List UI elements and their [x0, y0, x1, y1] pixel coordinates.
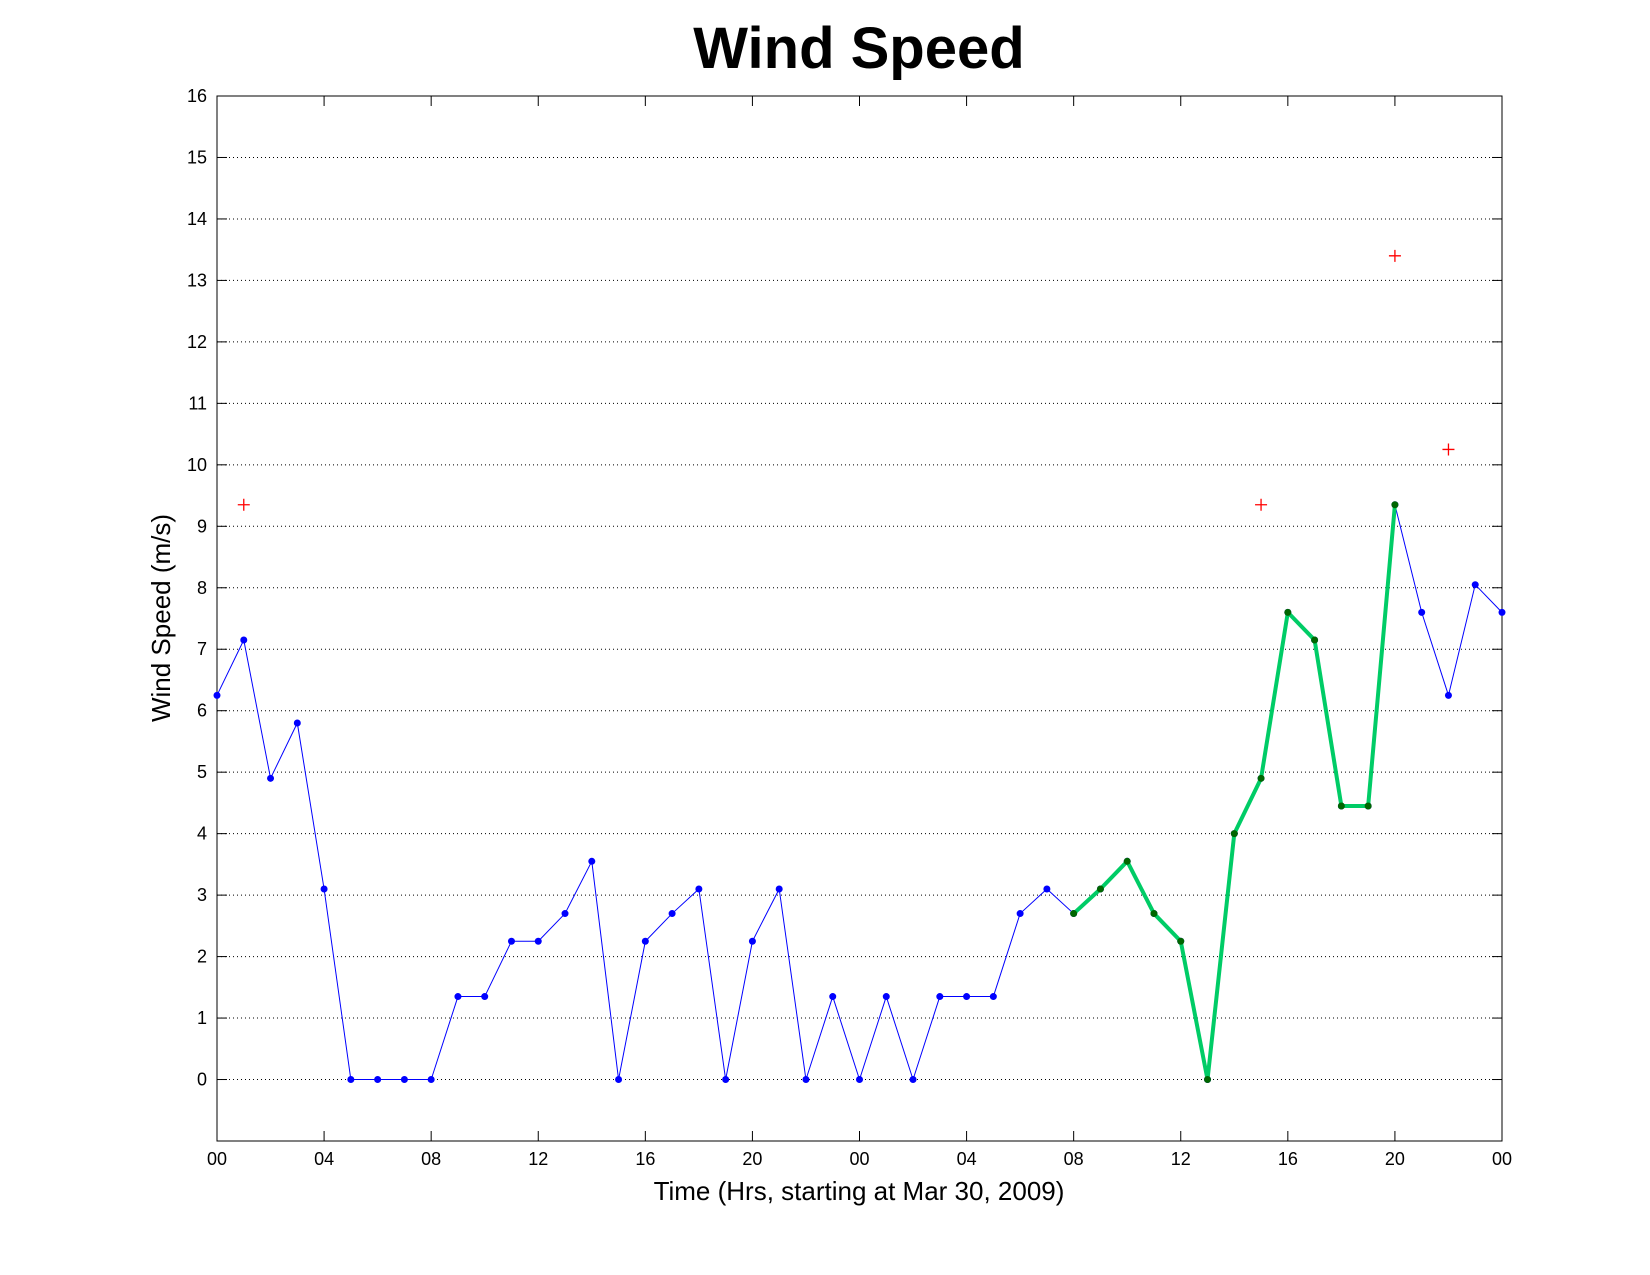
point-marker: [1418, 608, 1426, 616]
point-marker: [695, 885, 703, 893]
point-marker: [507, 937, 515, 945]
y-axis-label: Wind Speed (m/s): [146, 514, 176, 722]
y-tick-label: 8: [197, 578, 207, 598]
y-tick-label: 10: [187, 455, 207, 475]
x-tick-label: 08: [1064, 1149, 1084, 1169]
plot-area: [217, 96, 1502, 1141]
point-marker: [775, 885, 783, 893]
point-marker: [240, 636, 248, 644]
point-marker: [936, 993, 944, 1001]
point-marker: [588, 857, 596, 865]
point-marker: [802, 1076, 810, 1084]
point-marker: [320, 885, 328, 893]
point-marker: [882, 993, 890, 1001]
x-tick-label: 20: [742, 1149, 762, 1169]
y-tick-label: 16: [187, 86, 207, 106]
point-marker: [722, 1076, 730, 1084]
x-tick-label: 12: [528, 1149, 548, 1169]
x-tick-label: 04: [957, 1149, 977, 1169]
point-marker: [1391, 501, 1399, 509]
point-marker: [1444, 691, 1452, 699]
point-marker: [374, 1076, 382, 1084]
y-tick-label: 12: [187, 332, 207, 352]
point-marker: [1016, 910, 1024, 918]
point-marker: [427, 1076, 435, 1084]
point-marker: [829, 993, 837, 1001]
point-marker: [909, 1076, 917, 1084]
x-tick-label: 08: [421, 1149, 441, 1169]
point-marker: [1364, 802, 1372, 810]
point-marker: [1311, 636, 1319, 644]
point-marker: [1204, 1076, 1212, 1084]
point-marker: [1337, 802, 1345, 810]
x-tick-label: 04: [314, 1149, 334, 1169]
x-tick-label: 12: [1171, 1149, 1191, 1169]
x-tick-label: 16: [1278, 1149, 1298, 1169]
point-marker: [856, 1076, 863, 1084]
point-marker: [1123, 857, 1131, 865]
x-tick-label: 00: [1492, 1149, 1512, 1169]
x-axis-label: Time (Hrs, starting at Mar 30, 2009): [654, 1176, 1065, 1206]
point-marker: [293, 719, 301, 727]
y-tick-label: 3: [197, 885, 207, 905]
plot-frame: [216, 95, 1503, 1142]
point-marker: [748, 937, 756, 945]
point-marker: [1471, 581, 1479, 589]
point-marker: [213, 691, 221, 699]
point-marker: [615, 1076, 623, 1084]
point-marker: [400, 1076, 408, 1084]
point-marker: [1150, 910, 1158, 918]
point-marker: [641, 937, 649, 945]
point-marker: [267, 774, 275, 782]
x-tick-label: 00: [849, 1149, 869, 1169]
y-tick-label: 4: [197, 824, 207, 844]
x-tick-label: 00: [207, 1149, 227, 1169]
y-tick-label: 0: [197, 1070, 207, 1090]
x-tick-label: 16: [635, 1149, 655, 1169]
point-marker: [534, 937, 542, 945]
y-tick-label: 6: [197, 701, 207, 721]
point-marker: [1257, 774, 1265, 782]
point-marker: [1498, 608, 1506, 616]
plus-marker: [1255, 498, 1268, 511]
y-tick-label: 13: [187, 270, 207, 290]
point-marker: [454, 993, 462, 1001]
point-marker: [1230, 830, 1238, 838]
point-marker: [1177, 937, 1185, 945]
point-marker: [989, 993, 997, 1001]
plus-marker: [1388, 249, 1401, 262]
point-marker: [1284, 608, 1292, 616]
chart-title: Wind Speed: [693, 16, 1024, 81]
point-marker: [1070, 910, 1078, 918]
y-tick-label: 14: [187, 209, 207, 229]
y-tick-label: 1: [197, 1008, 207, 1028]
point-marker: [668, 910, 676, 918]
plus-marker: [1442, 443, 1455, 456]
point-marker: [481, 993, 489, 1001]
y-tick-label: 11: [188, 393, 207, 413]
plus-marker: [237, 498, 250, 511]
x-tick-label: 20: [1385, 1149, 1405, 1169]
point-marker: [1096, 885, 1104, 893]
y-tick-label: 5: [197, 762, 207, 782]
point-marker: [347, 1076, 355, 1084]
point-marker: [1043, 885, 1051, 893]
point-marker: [963, 993, 971, 1001]
point-marker: [561, 910, 569, 918]
y-tick-label: 15: [187, 147, 207, 167]
y-tick-label: 2: [197, 947, 207, 967]
y-tick-label: 7: [197, 639, 207, 659]
y-tick-label: 9: [197, 516, 207, 536]
